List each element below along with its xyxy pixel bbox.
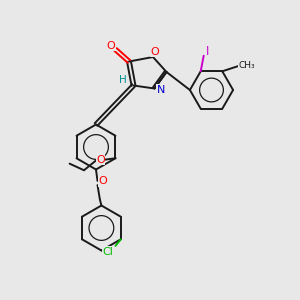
Text: O: O [150, 46, 159, 57]
Text: N: N [157, 85, 165, 95]
Text: O: O [96, 155, 105, 165]
Text: O: O [106, 41, 116, 51]
Text: O: O [98, 176, 107, 187]
Text: H: H [119, 75, 127, 85]
Text: Cl: Cl [103, 247, 113, 257]
Text: CH₃: CH₃ [239, 61, 256, 70]
Text: I: I [206, 45, 209, 58]
